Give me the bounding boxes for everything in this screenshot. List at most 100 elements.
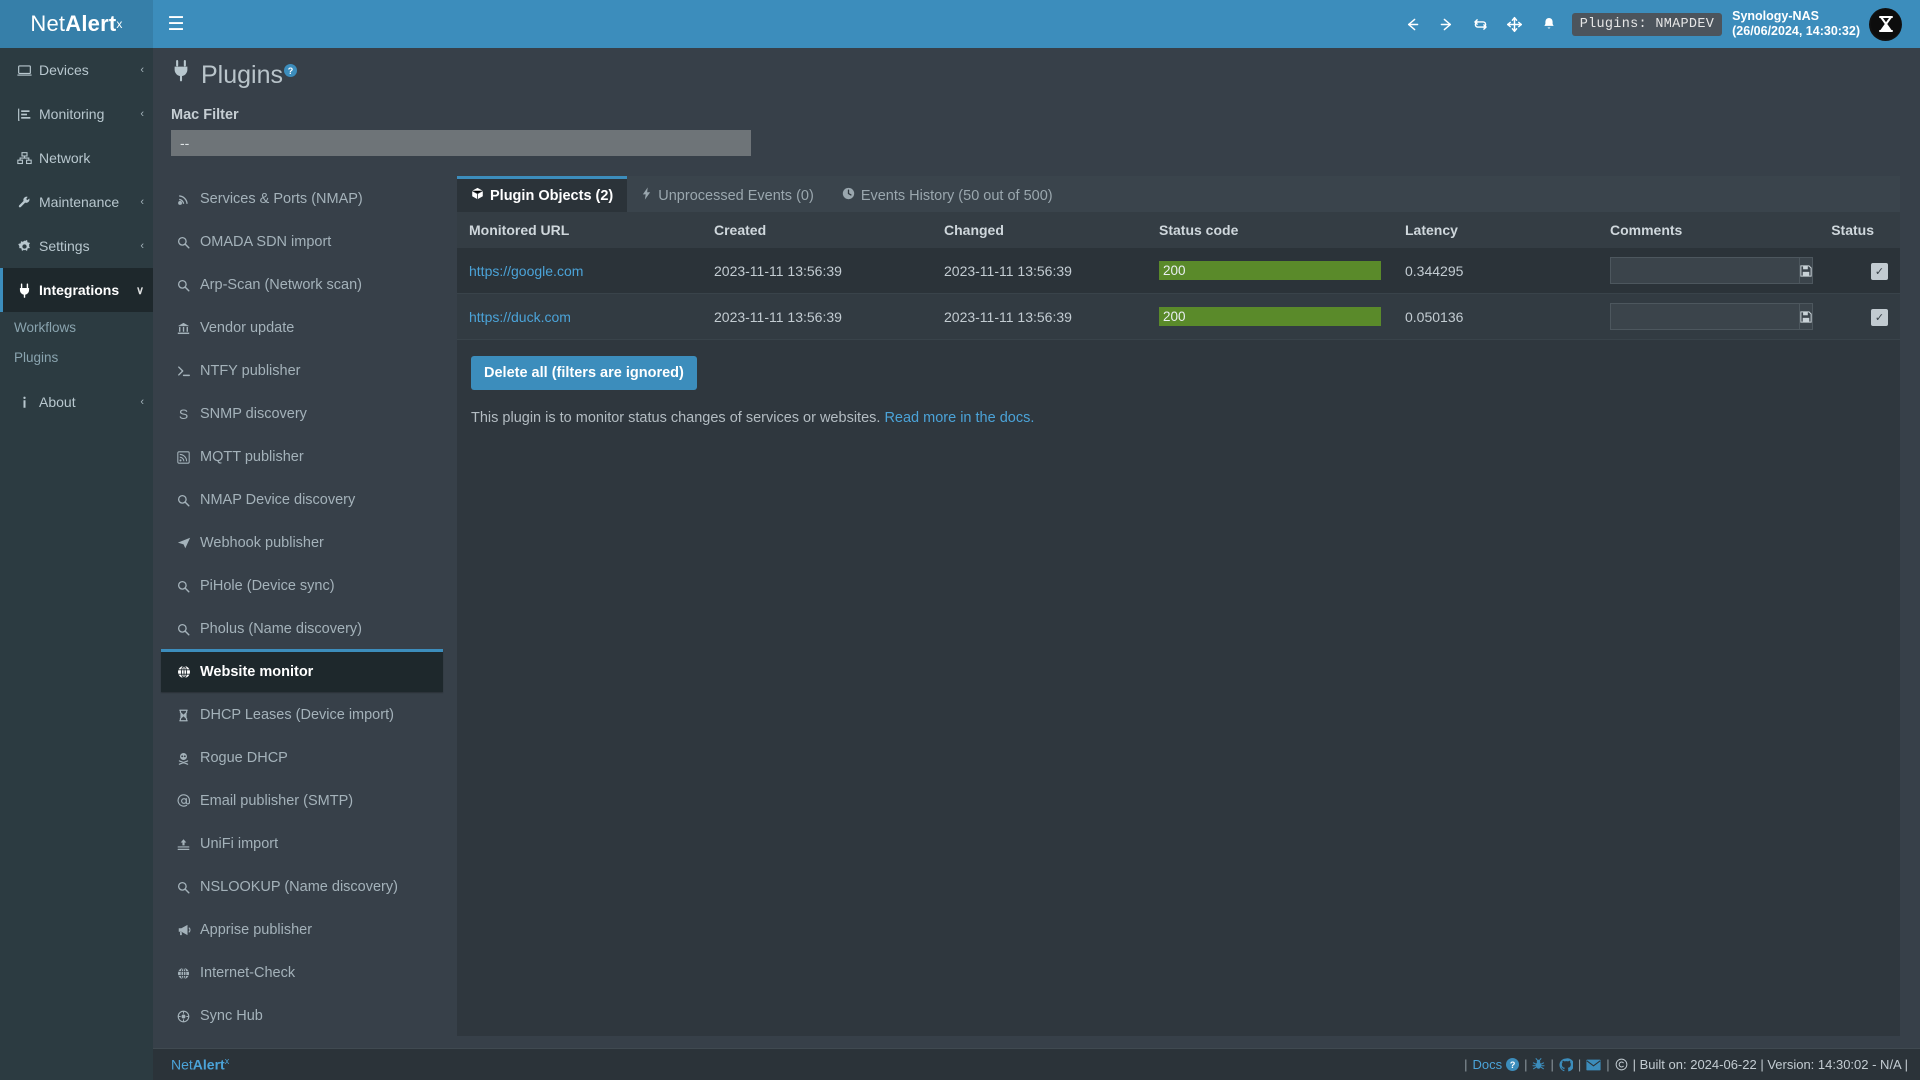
plugin-item-snmp-discovery[interactable]: S SNMP discovery [161, 391, 443, 434]
footer-sep: | [1550, 1057, 1554, 1072]
bug-icon[interactable] [1532, 1058, 1546, 1071]
app-logo[interactable]: Net Alert x [0, 0, 153, 48]
plugin-item-arp-scan[interactable]: Arp-Scan (Network scan) [161, 262, 443, 305]
col-status-code[interactable]: Status code [1147, 212, 1393, 248]
move-icon[interactable] [1498, 0, 1532, 48]
plugin-item-website-monitor[interactable]: Website monitor [161, 649, 443, 692]
laptop-icon [17, 63, 39, 78]
chevron-left-icon: ‹ [140, 240, 144, 252]
email-icon[interactable] [1586, 1059, 1601, 1071]
delete-all-button[interactable]: Delete all (filters are ignored) [471, 356, 697, 390]
search-icon [175, 279, 192, 292]
col-latency[interactable]: Latency [1393, 212, 1598, 248]
sidebar-item-devices[interactable]: Devices ‹ [0, 48, 153, 92]
plugin-item-omada-sdn-import[interactable]: OMADA SDN import [161, 219, 443, 262]
mac-filter-group: Mac Filter -- [153, 91, 1920, 156]
arrow-right-icon[interactable] [1430, 0, 1464, 48]
chevron-left-icon: ‹ [140, 196, 144, 208]
col-status[interactable]: Status [1812, 212, 1900, 248]
chevron-down-icon: ∨ [135, 284, 144, 297]
table-row: https://duck.com 2023-11-11 13:56:39 202… [457, 293, 1900, 340]
tab-label: Events History (50 out of 500) [860, 187, 1053, 204]
sidebar-item-label: Devices [39, 62, 89, 78]
status-checkbox[interactable]: ✓ [1871, 262, 1888, 280]
sidebar-item-label: Monitoring [39, 106, 105, 122]
tab-unprocessed-events[interactable]: Unprocessed Events (0) [627, 176, 828, 212]
plugin-item-internet-check[interactable]: Internet-Check [161, 950, 443, 993]
sidebar-item-maintenance[interactable]: Maintenance ‹ [0, 180, 153, 224]
copyright-icon[interactable] [1615, 1058, 1628, 1071]
plugin-item-vendor-update[interactable]: Vendor update [161, 305, 443, 348]
clock-icon [842, 187, 855, 204]
plugin-item-ntfy-publisher[interactable]: NTFY publisher [161, 348, 443, 391]
plugin-item-mqtt-publisher[interactable]: MQTT publisher [161, 434, 443, 477]
col-monitored-url[interactable]: Monitored URL [457, 212, 702, 248]
comment-input[interactable] [1610, 303, 1799, 330]
comment-input[interactable] [1610, 257, 1799, 284]
plugin-item-sync-hub[interactable]: Sync Hub [161, 993, 443, 1036]
sidebar-item-settings[interactable]: Settings ‹ [0, 224, 153, 268]
sidebar-item-about[interactable]: About ‹ [0, 380, 153, 424]
plugin-item-services-ports[interactable]: Services & Ports (NMAP) [161, 176, 443, 219]
plugin-item-unifi-import[interactable]: UniFi import [161, 821, 443, 864]
rss-icon [175, 450, 192, 464]
cell-latency: 0.050136 [1393, 293, 1598, 340]
plugin-item-pholus-name-discovery[interactable]: Pholus (Name discovery) [161, 606, 443, 649]
sidebar-item-network[interactable]: Network [0, 136, 153, 180]
plugin-item-label: Arp-Scan (Network scan) [200, 277, 362, 293]
plugin-item-apprise-publisher[interactable]: Apprise publisher [161, 907, 443, 950]
page-title: Plugins? [201, 60, 297, 90]
arrow-left-icon[interactable] [1396, 0, 1430, 48]
plugin-item-dhcp-leases[interactable]: DHCP Leases (Device import) [161, 692, 443, 735]
bolt-icon [641, 187, 652, 204]
cell-changed: 2023-11-11 13:56:39 [932, 248, 1147, 294]
plugin-item-pihole-device-sync[interactable]: PiHole (Device sync) [161, 563, 443, 606]
user-name: Synology-NAS [1732, 9, 1819, 23]
plugin-item-email-publisher[interactable]: Email publisher (SMTP) [161, 778, 443, 821]
footer-sep: | [1464, 1057, 1468, 1072]
avatar[interactable] [1869, 7, 1902, 41]
plugins-layout: Services & Ports (NMAP) OMADA SDN import… [153, 156, 1920, 1036]
sidebar-item-workflows[interactable]: Workflows [0, 312, 153, 342]
footer-sep: | [1577, 1057, 1582, 1072]
status-checkbox[interactable]: ✓ [1871, 308, 1888, 326]
sidebar-item-label: Network [39, 150, 91, 166]
plugin-item-webhook-publisher[interactable]: Webhook publisher [161, 520, 443, 563]
github-icon[interactable] [1559, 1057, 1573, 1072]
tab-events-history[interactable]: Events History (50 out of 500) [828, 176, 1067, 212]
sidebar-item-monitoring[interactable]: Monitoring ‹ [0, 92, 153, 136]
docs-link[interactable]: Read more in the docs. [884, 410, 1035, 426]
save-icon[interactable] [1799, 257, 1813, 284]
mac-filter-select[interactable]: -- [171, 130, 751, 156]
bell-icon[interactable] [1532, 0, 1566, 48]
cell-created: 2023-11-11 13:56:39 [702, 293, 932, 340]
tab-plugin-objects[interactable]: Plugin Objects (2) [457, 176, 628, 212]
col-created[interactable]: Created [702, 212, 932, 248]
col-comments[interactable]: Comments [1598, 212, 1812, 248]
plugin-list: Services & Ports (NMAP) OMADA SDN import… [161, 176, 443, 1036]
help-icon[interactable]: ? [284, 64, 297, 78]
navbar-actions: Plugins: NMAPDEV Synology-NAS (26/06/202… [1396, 0, 1906, 48]
monitored-url-link[interactable]: https://google.com [469, 262, 584, 279]
help-icon: ? [1506, 1058, 1520, 1071]
page-title-text: Plugins [201, 61, 283, 89]
plugin-item-label: OMADA SDN import [200, 234, 332, 250]
plugin-item-label: Rogue DHCP [200, 750, 288, 766]
footer-brand-bold: Alert [192, 1056, 225, 1073]
monitored-url-link[interactable]: https://duck.com [469, 308, 571, 325]
cube-icon [471, 187, 484, 204]
panel-tabs: Plugin Objects (2) Unprocessed Events (0… [457, 176, 1900, 212]
sidebar-item-integrations[interactable]: Integrations ∨ [0, 268, 153, 312]
plugin-item-nslookup[interactable]: NSLOOKUP (Name discovery) [161, 864, 443, 907]
plug-icon [17, 283, 39, 298]
plugin-item-nmap-device-discovery[interactable]: NMAP Device discovery [161, 477, 443, 520]
refresh-icon[interactable] [1464, 0, 1498, 48]
plugin-item-rogue-dhcp[interactable]: Rogue DHCP [161, 735, 443, 778]
footer-docs-link[interactable]: Docs ? [1472, 1057, 1520, 1072]
hamburger-icon[interactable]: ☰ [167, 13, 185, 35]
info-icon [17, 395, 39, 410]
col-changed[interactable]: Changed [932, 212, 1147, 248]
sidebar-item-plugins[interactable]: Plugins [0, 342, 153, 372]
save-icon[interactable] [1799, 303, 1813, 330]
chevron-left-icon: ‹ [140, 64, 144, 76]
